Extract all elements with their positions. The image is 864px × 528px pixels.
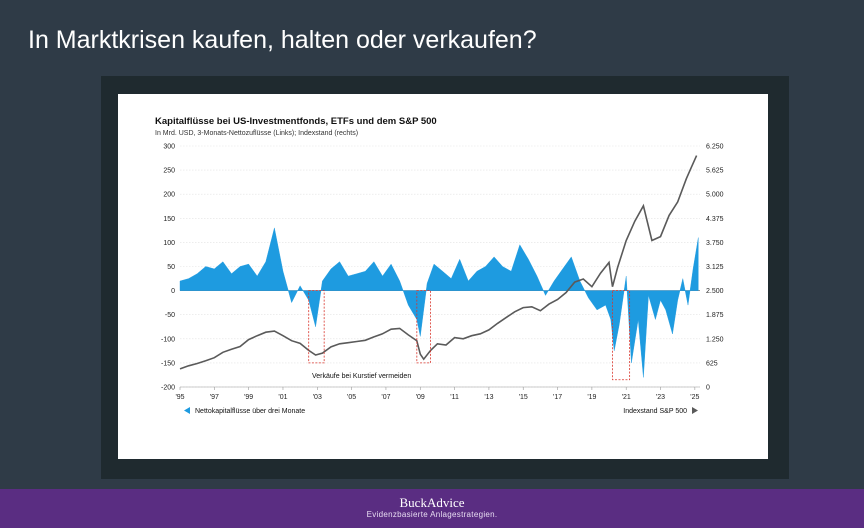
x-tick-label: '11 [450, 394, 459, 401]
x-tick-label: '95 [175, 394, 184, 401]
footer-bar [0, 489, 864, 528]
x-tick-label: '05 [347, 394, 356, 401]
x-tick-label: '17 [553, 394, 562, 401]
flows-area-group [179, 227, 699, 378]
x-tick-label: '09 [416, 394, 425, 401]
index-line-group [179, 155, 698, 370]
y-left-tick-label: 0 [171, 288, 175, 295]
x-tick-label: '07 [381, 394, 390, 401]
x-tick-label: '03 [313, 394, 322, 401]
brand-logo-text: BuckAdvice [399, 495, 465, 510]
y-right-tick-label: 625 [706, 360, 718, 367]
y-left-tick-label: -150 [161, 360, 175, 367]
x-tick-label: '19 [587, 394, 596, 401]
y-right-tick-label: 1.250 [706, 336, 724, 343]
legend-right-label: Indexstand S&P 500 [623, 408, 687, 415]
legend-right-arrow-icon [692, 407, 698, 414]
highlight-box [416, 290, 431, 364]
highlight-boxes [308, 290, 631, 381]
y-right-tick-label: 5.625 [706, 168, 724, 175]
x-tick-label: '99 [244, 394, 253, 401]
y-left-tick-label: 250 [163, 168, 175, 175]
y-right-tick-label: 6.250 [706, 144, 724, 151]
y-axis-left-labels: 300 250 200 150 100 50 0 -50 -100 -150 -200 [161, 144, 175, 392]
index-line [179, 155, 698, 370]
y-left-tick-label: 100 [163, 240, 175, 247]
y-left-tick-label: 50 [167, 264, 175, 271]
x-axis-labels: '95 '97 '99 '01 '03 '05 '07 '09 '11 '13 '15 '17 '19 '… [175, 386, 700, 401]
x-tick-label: '13 [484, 394, 493, 401]
y-left-tick-label: -100 [161, 336, 175, 343]
y-left-tick-label: 200 [163, 192, 175, 199]
y-right-tick-label: 3.750 [706, 240, 724, 247]
y-right-tick-label: 4.375 [706, 216, 724, 223]
brand-tagline: Evidenzbasierte Anlagestrategien. [366, 510, 498, 519]
chart-title: Kapitalflüsse bei US-Investmentfonds, ET… [155, 116, 437, 127]
y-right-tick-label: 1.875 [706, 312, 724, 319]
slide-title: In Marktkrisen kaufen, halten oder verka… [28, 26, 537, 54]
x-tick-label: '15 [519, 394, 528, 401]
y-left-tick-label: -50 [165, 312, 175, 319]
y-axis-right-labels: 6.250 5.625 5.000 4.375 3.750 3.125 2.500 1.875… [706, 144, 724, 392]
x-tick-label: '97 [210, 394, 219, 401]
highlight-box [612, 290, 631, 381]
gridlines [180, 145, 700, 388]
y-left-tick-label: -200 [161, 385, 175, 392]
annotation-label: Verkäufe bei Kurstief vermeiden [312, 373, 411, 380]
y-left-tick-label: 150 [163, 216, 175, 223]
y-right-tick-label: 2.500 [706, 288, 724, 295]
x-tick-label: '01 [278, 394, 287, 401]
y-left-tick-label: 300 [163, 144, 175, 151]
x-tick-label: '25 [690, 394, 699, 401]
y-right-tick-label: 3.125 [706, 264, 724, 271]
y-right-tick-label: 0 [706, 385, 710, 392]
legend-left-arrow-icon [184, 407, 190, 414]
highlight-box [308, 290, 325, 364]
x-tick-label: '23 [656, 394, 665, 401]
legend-left-label: Nettokapitalflüsse über drei Monate [195, 408, 305, 415]
chart-subtitle: In Mrd. USD, 3-Monats-Nettozuflüsse (Lin… [155, 130, 358, 137]
x-tick-label: '21 [622, 394, 631, 401]
y-right-tick-label: 5.000 [706, 192, 724, 199]
flows-area [179, 227, 699, 378]
